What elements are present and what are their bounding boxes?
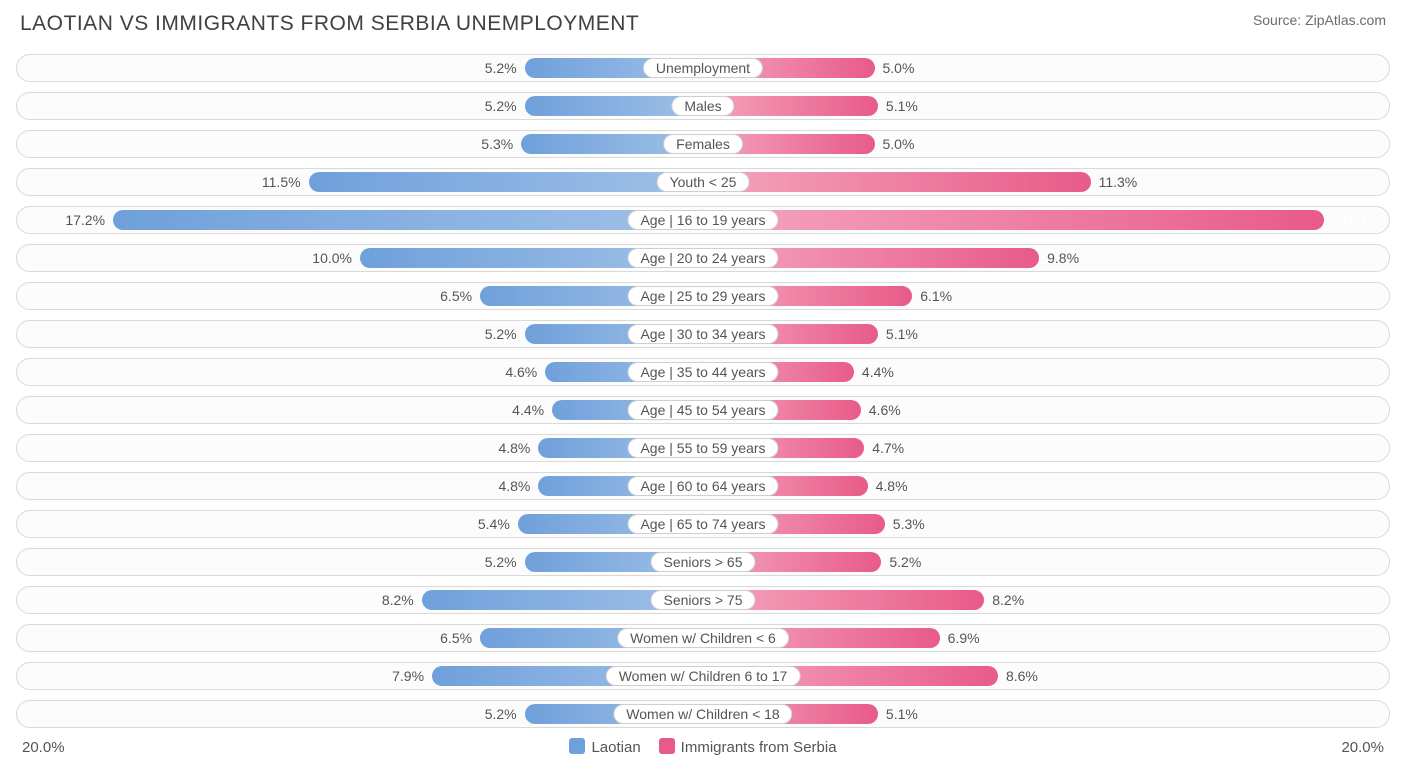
value-label-right: 5.1%: [886, 321, 918, 347]
value-label-right: 6.9%: [948, 625, 980, 651]
category-label: Unemployment: [643, 58, 763, 78]
bar-left: [309, 172, 703, 192]
legend-swatch-left: [569, 738, 585, 754]
chart-header: LAOTIAN VS IMMIGRANTS FROM SERBIA UNEMPL…: [16, 12, 1390, 36]
chart-title: LAOTIAN VS IMMIGRANTS FROM SERBIA UNEMPL…: [20, 12, 639, 36]
value-label-left: 5.2%: [485, 549, 517, 575]
value-label-right: 11.3%: [1099, 169, 1138, 195]
chart-footer: 20.0% Laotian Immigrants from Serbia 20.…: [16, 738, 1390, 756]
value-label-right: 5.1%: [886, 701, 918, 727]
value-label-right: 8.6%: [1006, 663, 1038, 689]
category-label: Age | 20 to 24 years: [627, 248, 778, 268]
axis-max-left: 20.0%: [22, 739, 65, 756]
chart-row: 7.9% 8.6% Women w/ Children 6 to 17: [16, 662, 1390, 690]
chart-row: 5.2% 5.1% Women w/ Children < 18: [16, 700, 1390, 728]
chart-row: 17.2% 18.1% Age | 16 to 19 years: [16, 206, 1390, 234]
value-label-right: 4.8%: [876, 473, 908, 499]
category-label: Youth < 25: [657, 172, 750, 192]
category-label: Age | 65 to 74 years: [627, 514, 778, 534]
chart-row: 11.5% 11.3% Youth < 25: [16, 168, 1390, 196]
value-label-left: 5.2%: [485, 93, 517, 119]
value-label-right: 5.0%: [883, 131, 915, 157]
legend-swatch-right: [659, 738, 675, 754]
value-label-right: 4.6%: [869, 397, 901, 423]
category-label: Women w/ Children < 18: [613, 704, 792, 724]
category-label: Seniors > 65: [651, 552, 756, 572]
chart-row: 8.2% 8.2% Seniors > 75: [16, 586, 1390, 614]
category-label: Age | 60 to 64 years: [627, 476, 778, 496]
category-label: Males: [671, 96, 734, 116]
value-label-left: 5.3%: [481, 131, 513, 157]
value-label-right: 4.7%: [872, 435, 904, 461]
category-label: Age | 55 to 59 years: [627, 438, 778, 458]
chart-row: 4.8% 4.7% Age | 55 to 59 years: [16, 434, 1390, 462]
chart-row: 4.4% 4.6% Age | 45 to 54 years: [16, 396, 1390, 424]
chart-row: 5.4% 5.3% Age | 65 to 74 years: [16, 510, 1390, 538]
bar-right: [703, 210, 1324, 230]
category-label: Age | 30 to 34 years: [627, 324, 778, 344]
value-label-right: 8.2%: [992, 587, 1024, 613]
chart-source: Source: ZipAtlas.com: [1253, 12, 1386, 28]
value-label-right: 5.0%: [883, 55, 915, 81]
category-label: Age | 25 to 29 years: [627, 286, 778, 306]
legend-item-right: Immigrants from Serbia: [659, 738, 837, 756]
value-label-right: 5.2%: [889, 549, 921, 575]
value-label-left: 5.2%: [485, 55, 517, 81]
category-label: Age | 16 to 19 years: [627, 210, 778, 230]
category-label: Age | 35 to 44 years: [627, 362, 778, 382]
category-label: Women w/ Children < 6: [617, 628, 789, 648]
value-label-left: 10.0%: [312, 245, 352, 271]
value-label-right: 18.1%: [1341, 207, 1381, 233]
legend-label-left: Laotian: [591, 739, 640, 756]
value-label-left: 4.4%: [512, 397, 544, 423]
chart-legend: Laotian Immigrants from Serbia: [65, 738, 1342, 756]
value-label-right: 5.3%: [893, 511, 925, 537]
value-label-left: 5.2%: [485, 701, 517, 727]
diverging-bar-chart: 5.2% 5.0% Unemployment 5.2% 5.1% Males 5.3% 5.0…: [16, 54, 1390, 728]
chart-row: 10.0% 9.8% Age | 20 to 24 years: [16, 244, 1390, 272]
category-label: Age | 45 to 54 years: [627, 400, 778, 420]
bar-left: [113, 210, 703, 230]
value-label-left: 4.8%: [498, 435, 530, 461]
value-label-left: 4.6%: [505, 359, 537, 385]
chart-row: 5.2% 5.1% Age | 30 to 34 years: [16, 320, 1390, 348]
value-label-left: 5.2%: [485, 321, 517, 347]
category-label: Women w/ Children 6 to 17: [606, 666, 801, 686]
legend-label-right: Immigrants from Serbia: [681, 739, 837, 756]
value-label-left: 17.2%: [65, 207, 105, 233]
chart-row: 5.2% 5.2% Seniors > 65: [16, 548, 1390, 576]
bar-right: [703, 172, 1091, 192]
value-label-right: 4.4%: [862, 359, 894, 385]
value-label-right: 6.1%: [920, 283, 952, 309]
value-label-left: 5.4%: [478, 511, 510, 537]
chart-row: 4.6% 4.4% Age | 35 to 44 years: [16, 358, 1390, 386]
chart-row: 6.5% 6.9% Women w/ Children < 6: [16, 624, 1390, 652]
axis-max-right: 20.0%: [1341, 739, 1384, 756]
category-label: Seniors > 75: [651, 590, 756, 610]
category-label: Females: [663, 134, 743, 154]
chart-row: 4.8% 4.8% Age | 60 to 64 years: [16, 472, 1390, 500]
value-label-left: 6.5%: [440, 283, 472, 309]
value-label-right: 5.1%: [886, 93, 918, 119]
chart-row: 5.3% 5.0% Females: [16, 130, 1390, 158]
chart-row: 5.2% 5.1% Males: [16, 92, 1390, 120]
chart-row: 5.2% 5.0% Unemployment: [16, 54, 1390, 82]
value-label-left: 6.5%: [440, 625, 472, 651]
value-label-left: 11.5%: [262, 169, 301, 195]
value-label-left: 8.2%: [382, 587, 414, 613]
chart-row: 6.5% 6.1% Age | 25 to 29 years: [16, 282, 1390, 310]
value-label-left: 7.9%: [392, 663, 424, 689]
value-label-right: 9.8%: [1047, 245, 1079, 271]
legend-item-left: Laotian: [569, 738, 640, 756]
value-label-left: 4.8%: [498, 473, 530, 499]
